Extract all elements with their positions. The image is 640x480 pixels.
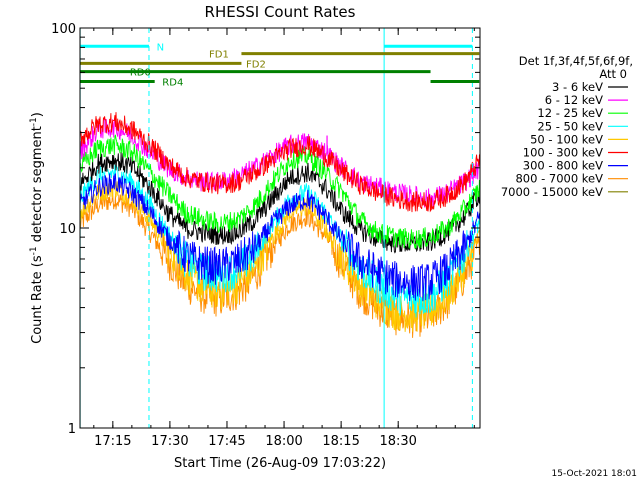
y-axis-label: Count Rate (s-1 detector segment-1) xyxy=(29,112,45,344)
legend: Det 1f,3f,4f,5f,6f,9f, Att 0 3 - 6 keV6 … xyxy=(501,54,633,199)
bar-label-fd1: FD1 xyxy=(209,50,229,61)
timestamp: 15-Oct-2021 18:01 xyxy=(552,469,637,479)
legend-entry: 100 - 300 keV xyxy=(523,146,603,160)
x-axis-label: Start Time (26-Aug-09 17:03:22) xyxy=(174,456,386,471)
legend-entry: 3 - 6 keV xyxy=(552,80,603,94)
x-tick-label: 18:00 xyxy=(265,434,302,449)
series-line-300-800-keV xyxy=(79,173,481,302)
x-tick-label: 17:15 xyxy=(94,434,131,449)
bar-label-rd0: RD0 xyxy=(130,68,151,79)
x-tick-label: 17:45 xyxy=(208,434,245,449)
y-tick-label: 1 xyxy=(68,422,76,437)
legend-header-line-1: Det 1f,3f,4f,5f,6f,9f, xyxy=(519,54,633,68)
legend-entry: 6 - 12 keV xyxy=(545,93,603,107)
bar-label-rd4: RD4 xyxy=(162,78,183,89)
series-line-12-25-keV xyxy=(79,134,481,249)
x-axis: 17:15 17:30 17:45 18:00 18:15 18:30 xyxy=(93,28,475,449)
x-tick-label: 18:30 xyxy=(379,434,416,449)
trace-group xyxy=(79,112,481,338)
legend-header-line-2: Att 0 xyxy=(599,67,627,81)
bar-label-fd2: FD2 xyxy=(246,59,266,70)
legend-entry: 800 - 7000 keV xyxy=(515,172,603,186)
x-tick-label: 18:15 xyxy=(322,434,359,449)
y-axis: 1 10 100 xyxy=(51,22,480,437)
legend-entry: 300 - 800 keV xyxy=(523,159,603,173)
x-tick-label: 17:30 xyxy=(151,434,188,449)
bar-label-n: N xyxy=(157,42,164,53)
y-tick-label: 10 xyxy=(59,222,76,237)
series-line-100-300-keV xyxy=(79,112,481,213)
legend-entry: 12 - 25 keV xyxy=(537,106,603,120)
chart-title: RHESSI Count Rates xyxy=(205,3,356,21)
y-tick-label: 100 xyxy=(51,22,76,37)
legend-entry: 50 - 100 keV xyxy=(530,132,603,146)
legend-entry: 7000 - 15000 keV xyxy=(501,185,603,199)
legend-entry: 25 - 50 keV xyxy=(537,119,603,133)
attenuator-bars: N FD1 FD2 RD0 RD4 xyxy=(80,42,480,89)
